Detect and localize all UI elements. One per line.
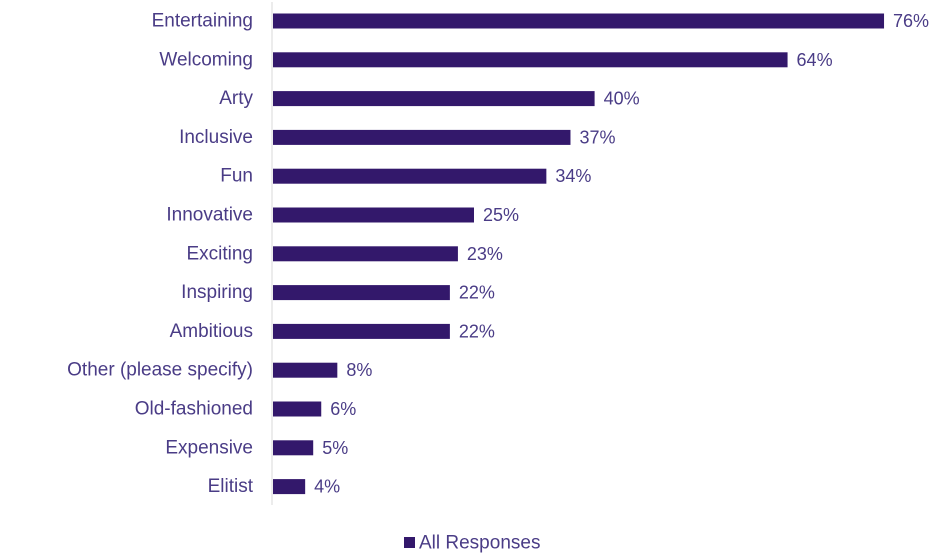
category-label: Expensive — [165, 437, 253, 458]
category-label: Welcoming — [159, 49, 253, 70]
value-label: 6% — [330, 399, 356, 419]
chart-rows: Entertaining 76% Welcoming 64% Arty 40% Inclus… — [67, 11, 929, 498]
bar — [273, 285, 450, 301]
bar — [273, 440, 314, 456]
category-label: Innovative — [166, 205, 253, 226]
value-label: 22% — [459, 321, 495, 341]
value-label: 4% — [314, 477, 340, 497]
bar — [273, 129, 571, 145]
category-label: Other (please specify) — [67, 360, 253, 381]
category-label: Entertaining — [152, 11, 253, 32]
legend-swatch — [404, 537, 415, 548]
value-label: 76% — [893, 11, 929, 31]
category-label: Exciting — [186, 243, 253, 264]
value-label: 37% — [579, 127, 615, 147]
bar — [273, 401, 322, 417]
value-label: 5% — [322, 438, 348, 458]
bar — [273, 168, 547, 184]
category-label: Inclusive — [179, 127, 253, 148]
value-label: 23% — [467, 244, 503, 264]
bar — [273, 246, 458, 262]
bar — [273, 362, 338, 378]
category-label: Old-fashioned — [135, 399, 253, 420]
bar — [273, 91, 595, 107]
category-label: Inspiring — [181, 282, 253, 303]
legend: All Responses — [404, 533, 540, 554]
bar — [273, 13, 885, 29]
value-label: 8% — [346, 360, 372, 380]
value-label: 64% — [797, 50, 833, 70]
category-label: Elitist — [208, 476, 254, 497]
bar — [273, 207, 474, 223]
value-label: 22% — [459, 283, 495, 303]
category-label: Arty — [219, 88, 253, 109]
value-label: 40% — [604, 89, 640, 109]
value-label: 34% — [555, 166, 591, 186]
bar — [273, 52, 788, 68]
bar — [273, 323, 450, 339]
category-label: Fun — [220, 166, 253, 187]
value-label: 25% — [483, 205, 519, 225]
category-label: Ambitious — [170, 321, 253, 342]
bar — [273, 479, 306, 495]
legend-label: All Responses — [419, 533, 540, 554]
